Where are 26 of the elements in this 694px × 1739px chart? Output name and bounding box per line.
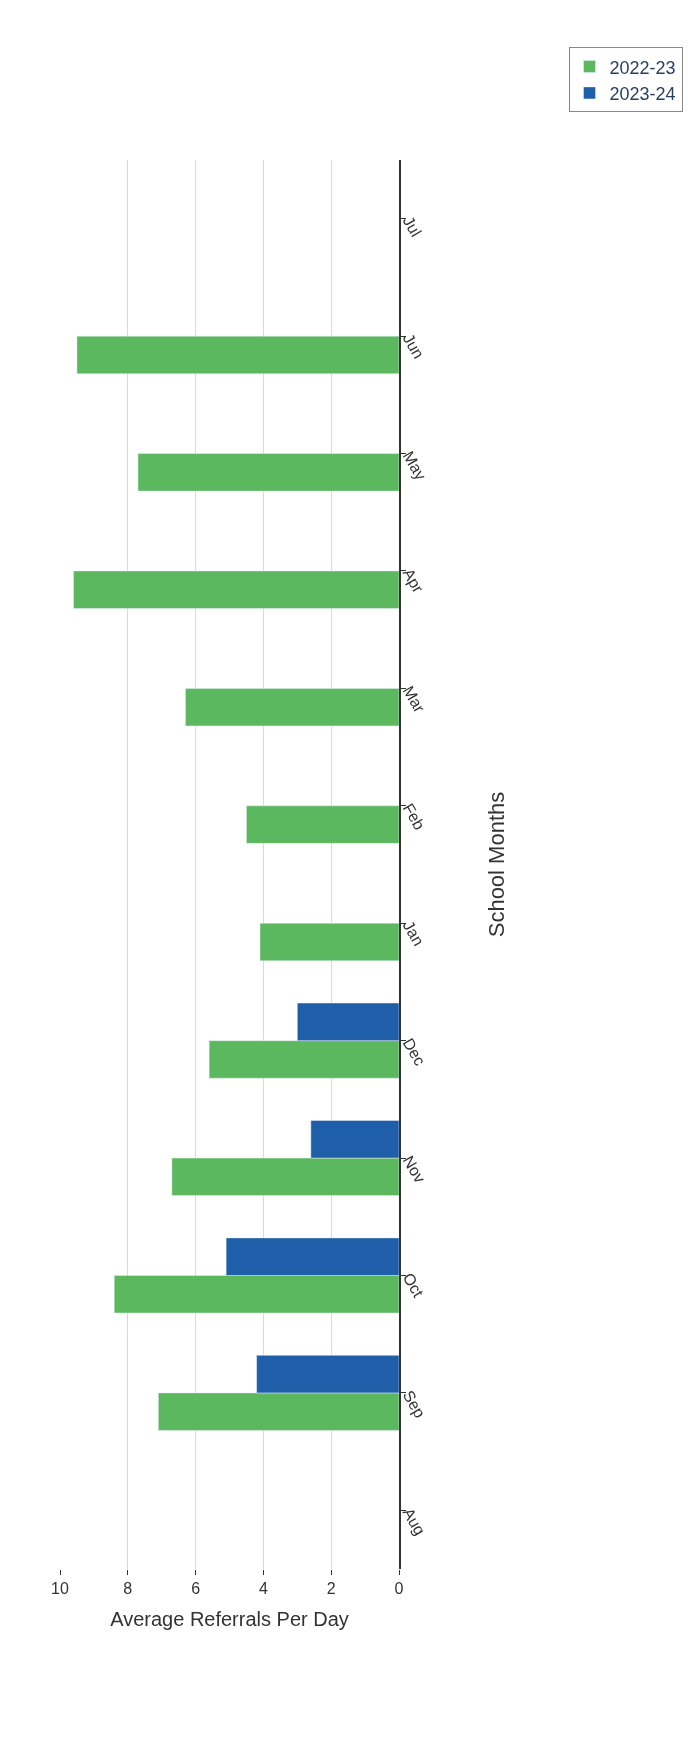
y-tick-label: Jan [399, 917, 428, 949]
x-tick-label: 8 [123, 1580, 133, 1598]
x-tick-label: 6 [191, 1580, 201, 1598]
y-tick-label: Oct [399, 1270, 428, 1301]
bar [246, 805, 399, 844]
x-axis-title: Average Referrals Per Day [110, 1607, 349, 1630]
bar [73, 570, 399, 609]
y-tick-label: Jul [399, 213, 425, 240]
y-axis-title: School Months [483, 791, 509, 938]
x-tick-label: 2 [326, 1580, 336, 1598]
y-tick-label: Sep [399, 1387, 429, 1421]
legend-label: 2023-24 [609, 83, 676, 104]
bar [185, 688, 399, 727]
x-tick-label: 4 [258, 1580, 268, 1598]
y-tick-label: Feb [399, 800, 429, 833]
y-tick-label: Apr [399, 565, 428, 597]
legend-label: 2022-23 [609, 57, 676, 78]
y-tick-label: Nov [399, 1152, 429, 1186]
y-tick-label: Jun [399, 330, 428, 362]
y-tick-label: Aug [399, 1504, 429, 1539]
y-tick-label: Mar [399, 682, 429, 716]
bar [137, 453, 399, 492]
bar [76, 335, 399, 374]
x-tick-label: 0 [394, 1580, 404, 1598]
x-tick-label: 10 [51, 1580, 69, 1598]
bar [259, 922, 399, 962]
